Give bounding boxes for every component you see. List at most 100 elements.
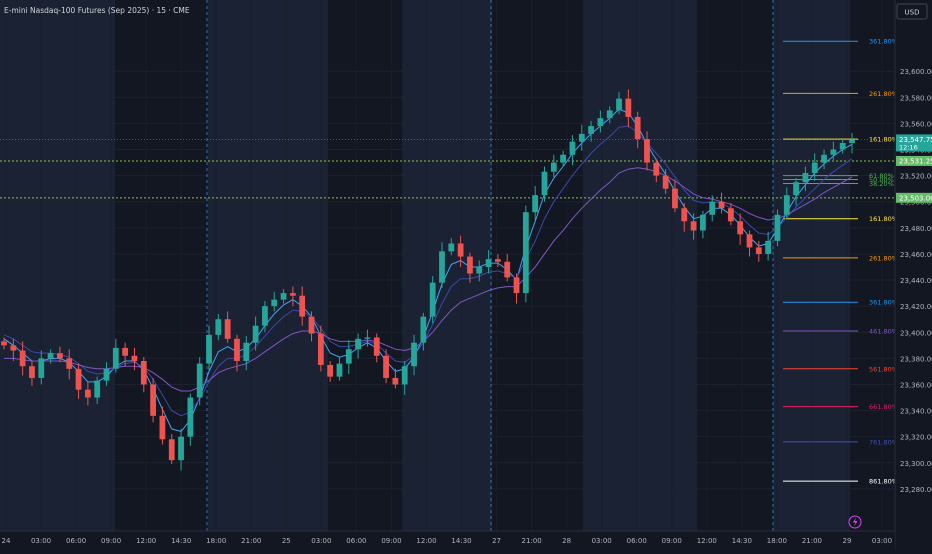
candle[interactable] xyxy=(765,240,772,254)
candle[interactable] xyxy=(811,162,818,174)
candle[interactable] xyxy=(737,221,744,235)
candle[interactable] xyxy=(206,334,212,364)
price-axis[interactable] xyxy=(895,0,932,550)
candle[interactable] xyxy=(289,293,296,296)
candle[interactable] xyxy=(532,195,539,213)
candle[interactable] xyxy=(821,154,827,163)
candle[interactable] xyxy=(280,293,287,300)
candle[interactable] xyxy=(10,345,17,351)
candle[interactable] xyxy=(467,256,473,274)
candle[interactable] xyxy=(140,360,147,385)
candle[interactable] xyxy=(122,347,129,356)
candle[interactable] xyxy=(495,259,501,262)
candle[interactable] xyxy=(355,338,361,350)
candle[interactable] xyxy=(560,154,567,163)
candle[interactable] xyxy=(504,261,511,278)
candle[interactable] xyxy=(373,337,380,356)
candle[interactable] xyxy=(317,333,324,365)
candle[interactable] xyxy=(150,384,156,416)
candle[interactable] xyxy=(168,439,175,461)
candle[interactable] xyxy=(727,208,734,222)
candle[interactable] xyxy=(84,389,91,398)
candle[interactable] xyxy=(672,188,678,209)
candle[interactable] xyxy=(392,377,399,385)
candle[interactable] xyxy=(47,353,54,359)
candle[interactable] xyxy=(215,319,222,335)
candle[interactable] xyxy=(234,338,240,361)
candle[interactable] xyxy=(411,342,417,367)
time-tick-label: 09:00 xyxy=(101,537,121,545)
candle[interactable] xyxy=(327,364,334,377)
candle[interactable] xyxy=(625,98,632,117)
candle[interactable] xyxy=(616,98,622,111)
candle[interactable] xyxy=(522,212,529,294)
candle[interactable] xyxy=(606,110,613,119)
candle[interactable] xyxy=(1,341,7,346)
candle[interactable] xyxy=(830,149,837,155)
candle[interactable] xyxy=(457,243,464,257)
alert-icon[interactable] xyxy=(848,515,862,529)
currency-button[interactable] xyxy=(896,3,928,20)
candle[interactable] xyxy=(66,358,73,369)
candle[interactable] xyxy=(103,368,110,381)
candle[interactable] xyxy=(541,171,548,196)
candle[interactable] xyxy=(271,299,278,307)
candle[interactable] xyxy=(38,358,45,378)
candle[interactable] xyxy=(19,350,26,367)
candle[interactable] xyxy=(345,349,352,364)
candle[interactable] xyxy=(159,415,166,440)
candle[interactable] xyxy=(439,251,445,283)
candle[interactable] xyxy=(308,316,315,334)
candle[interactable] xyxy=(448,243,455,252)
candle[interactable] xyxy=(755,247,762,254)
candle[interactable] xyxy=(569,141,576,155)
candle[interactable] xyxy=(196,363,203,398)
candle[interactable] xyxy=(700,214,706,231)
candle[interactable] xyxy=(75,368,82,390)
candle[interactable] xyxy=(634,116,641,140)
candle[interactable] xyxy=(476,267,483,274)
candle[interactable] xyxy=(662,175,669,189)
candle[interactable] xyxy=(588,126,594,134)
candle[interactable] xyxy=(112,347,119,369)
candle[interactable] xyxy=(383,355,389,378)
candle[interactable] xyxy=(262,306,268,326)
fib-level-label: 161.80% xyxy=(869,136,898,144)
candle[interactable] xyxy=(644,139,650,163)
candle[interactable] xyxy=(485,259,492,267)
candle[interactable] xyxy=(653,162,660,176)
candle[interactable] xyxy=(252,325,259,343)
candle[interactable] xyxy=(690,221,697,231)
candle[interactable] xyxy=(131,355,138,361)
candle[interactable] xyxy=(597,118,604,127)
candle[interactable] xyxy=(578,133,585,142)
candle[interactable] xyxy=(709,201,716,215)
candle[interactable] xyxy=(718,201,725,209)
candle[interactable] xyxy=(57,353,63,359)
candle[interactable] xyxy=(420,316,427,343)
candle[interactable] xyxy=(550,162,557,172)
candle[interactable] xyxy=(401,366,408,385)
candle[interactable] xyxy=(178,436,184,461)
candle[interactable] xyxy=(336,363,343,377)
candle[interactable] xyxy=(187,397,194,437)
time-axis[interactable] xyxy=(0,531,895,550)
candle[interactable] xyxy=(793,182,799,196)
candles[interactable] xyxy=(1,89,855,471)
candle[interactable] xyxy=(774,214,781,241)
candle[interactable] xyxy=(839,143,846,150)
candle[interactable] xyxy=(849,139,855,143)
candle[interactable] xyxy=(681,208,688,222)
candle[interactable] xyxy=(746,234,753,248)
candle[interactable] xyxy=(783,195,790,215)
candle[interactable] xyxy=(29,366,35,378)
candle[interactable] xyxy=(429,282,436,317)
candle[interactable] xyxy=(224,319,231,339)
candle[interactable] xyxy=(513,277,520,294)
candle[interactable] xyxy=(94,380,101,398)
candle[interactable] xyxy=(802,173,809,183)
candle[interactable] xyxy=(299,295,306,317)
candle[interactable] xyxy=(243,342,250,361)
candle[interactable] xyxy=(364,337,371,339)
